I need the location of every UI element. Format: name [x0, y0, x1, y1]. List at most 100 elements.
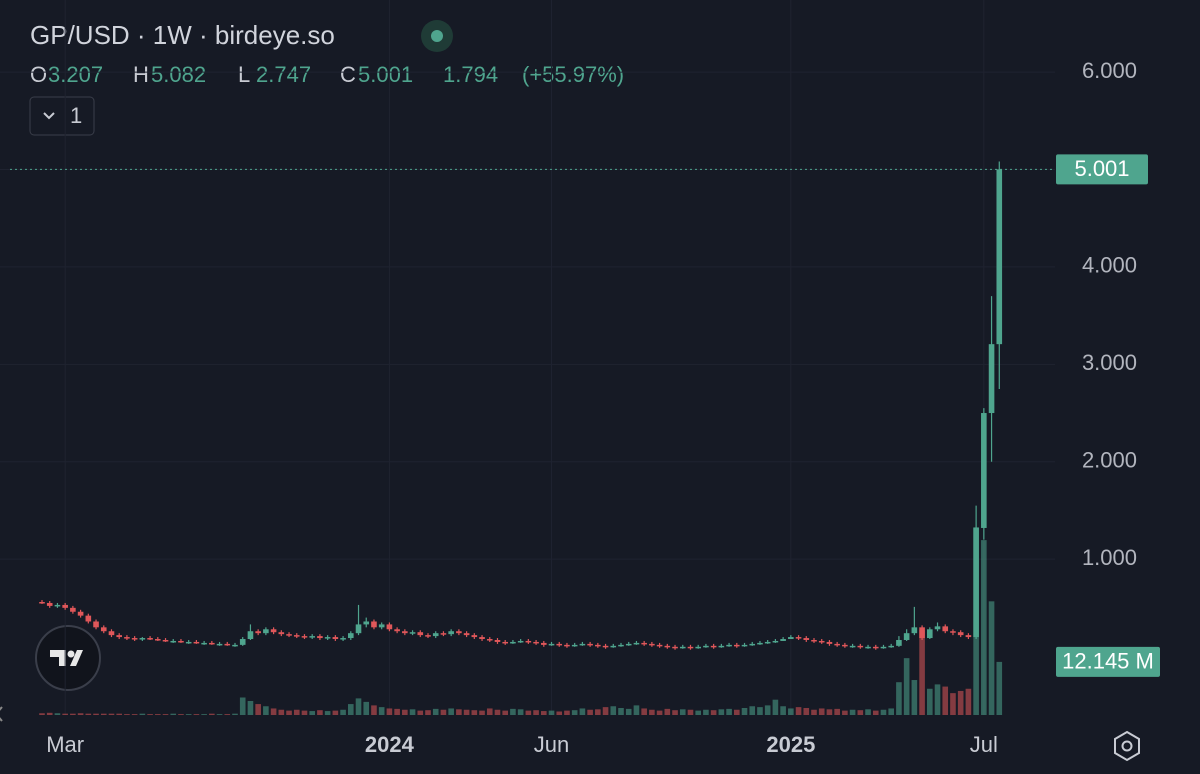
volume-bar: [39, 713, 45, 715]
candle-body: [872, 646, 879, 649]
change-value: 1.794: [443, 62, 498, 87]
volume-bar: [355, 698, 362, 715]
candle-body: [263, 629, 269, 634]
volume-bar: [595, 709, 601, 715]
candle-body: [880, 646, 887, 649]
volume-bar: [803, 708, 810, 715]
candle-body: [803, 638, 810, 640]
volume-bar: [46, 712, 53, 715]
candle-body: [625, 643, 632, 646]
candle-body: [633, 642, 640, 645]
volume-bar: [865, 709, 871, 715]
ohlc-value: 5.001: [358, 62, 413, 87]
candle-body: [278, 632, 285, 635]
candle-body: [440, 633, 447, 635]
volume-bar: [857, 710, 864, 715]
candle-body: [317, 636, 323, 639]
candle-body: [332, 637, 339, 640]
volume-bar: [309, 711, 315, 715]
candle-body: [486, 639, 493, 641]
candle-body: [772, 640, 779, 643]
volume-bar: [371, 705, 377, 715]
last-volume-label: 12.145 M: [1062, 649, 1154, 674]
volume-bar: [919, 629, 925, 715]
last-volume-badge: [1056, 646, 1160, 677]
candle-body: [386, 624, 393, 630]
candle-body: [371, 621, 377, 628]
candle-body: [888, 645, 894, 648]
x-tick-label: 2025: [766, 732, 815, 757]
volume-bar: [432, 708, 439, 715]
volume-bar: [579, 708, 586, 715]
volume-bar: [178, 714, 184, 715]
volume-bar: [934, 684, 941, 715]
last-price-label: 5.001: [1074, 156, 1129, 181]
candle-body: [618, 644, 624, 647]
candle-body: [749, 643, 756, 646]
volume-bar: [749, 706, 756, 715]
volume-bar: [386, 708, 393, 715]
volume-bar: [556, 711, 563, 715]
candle-body: [981, 413, 987, 528]
volume-bar: [872, 710, 879, 715]
candle-body: [394, 629, 400, 632]
ohlc-key: C: [340, 62, 356, 87]
ohlc-key: O: [30, 62, 47, 87]
volume-bar: [564, 710, 570, 715]
candle-body: [409, 632, 416, 634]
volume-bar: [209, 713, 215, 715]
candle-body: [39, 602, 45, 604]
x-tick-label: Mar: [46, 732, 84, 757]
volume-bar: [548, 710, 555, 715]
volume-bar: [726, 708, 732, 715]
candle-body: [155, 639, 161, 641]
volume-bar: [417, 710, 424, 715]
candle-body: [355, 624, 362, 634]
candle-body: [456, 631, 462, 634]
candle-body: [934, 626, 941, 630]
volume-bar: [641, 708, 647, 715]
ohlc-key: L: [238, 62, 250, 87]
candle-body: [494, 639, 501, 642]
candle-body: [927, 629, 933, 639]
volume-bar: [162, 714, 169, 715]
candle-body: [463, 633, 470, 636]
candle-body: [162, 639, 169, 642]
volume-bar: [155, 714, 161, 715]
candle-body: [201, 642, 207, 645]
candle-body: [764, 641, 771, 644]
volume-bar: [981, 540, 987, 715]
volume-bar: [409, 709, 416, 715]
volume-bar: [100, 713, 107, 715]
candle-body: [293, 635, 300, 637]
candle-body: [556, 643, 563, 646]
candle-body: [93, 621, 99, 628]
volume-bar: [116, 713, 122, 715]
chevron-icon: [43, 112, 55, 120]
volume-bar: [764, 705, 771, 715]
candle-body: [239, 639, 246, 645]
candle-body: [178, 640, 184, 643]
y-tick-label: 6.000: [1082, 58, 1137, 83]
ohlc-value: 3.207: [48, 62, 103, 87]
candle-body: [695, 646, 701, 649]
volume-bar: [679, 709, 686, 715]
volume-bar: [502, 710, 508, 715]
candle-body: [996, 169, 1003, 345]
settings-icon[interactable]: [1114, 730, 1140, 762]
logo-circle: [35, 625, 101, 691]
candle-body: [656, 644, 663, 647]
candle-body: [502, 641, 508, 644]
volume-bar: [772, 699, 779, 715]
volume-bar: [216, 714, 223, 715]
volume-bar: [340, 709, 346, 715]
volume-bar: [131, 714, 138, 715]
volume-bar: [571, 710, 578, 715]
legend-toggle[interactable]: [29, 96, 95, 136]
volume-bar: [394, 708, 400, 715]
candle-body: [147, 638, 153, 640]
candle-body: [131, 638, 138, 640]
volume-bar: [278, 709, 285, 715]
